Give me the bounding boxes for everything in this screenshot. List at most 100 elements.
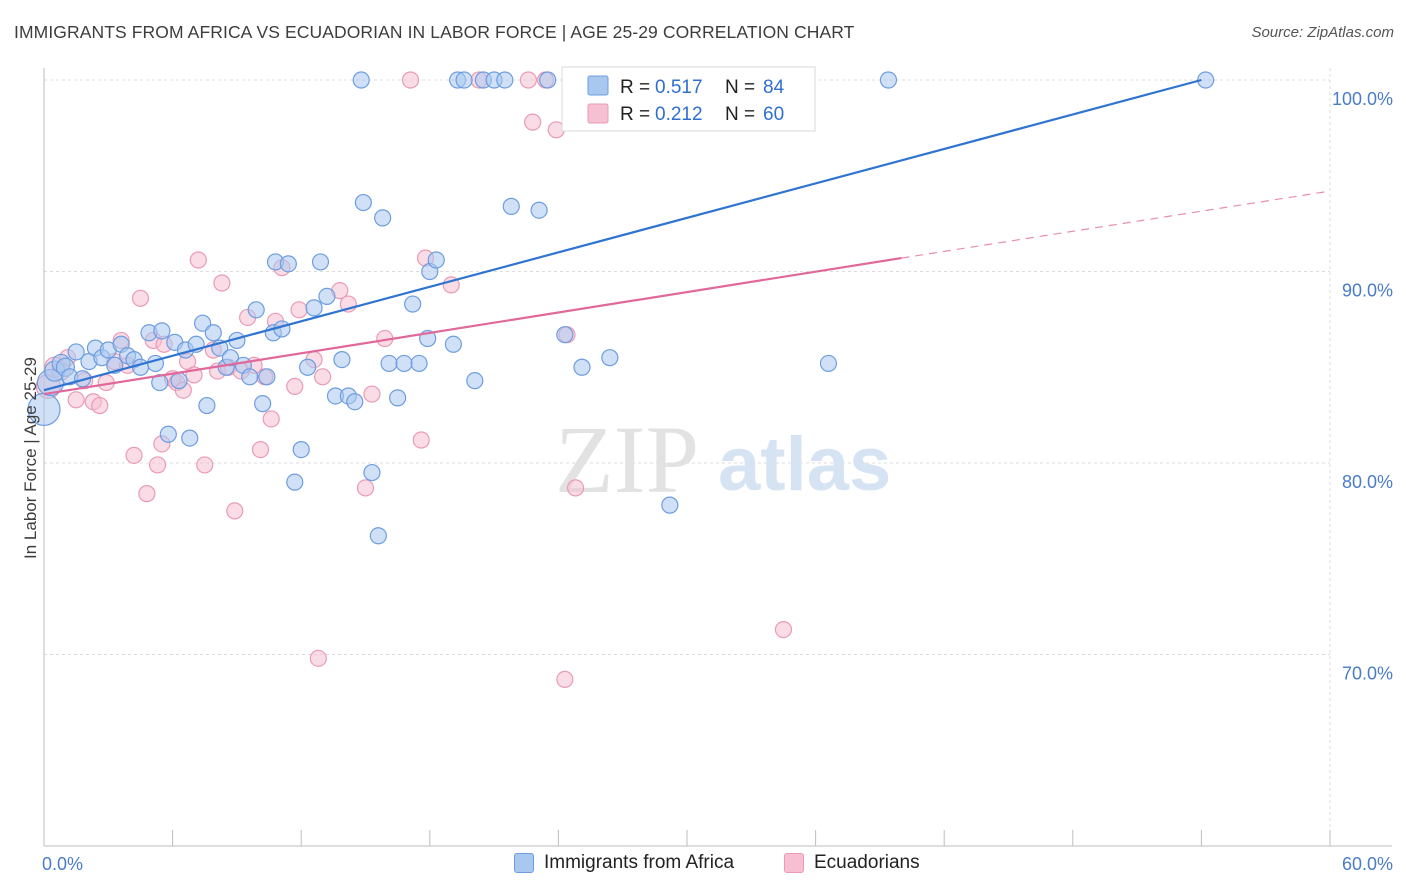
africa-point — [153, 322, 171, 340]
africa-point — [311, 253, 330, 271]
ecuadorians-point — [566, 479, 585, 497]
series-legend: Immigrants from Africa Ecuadorians — [0, 852, 1406, 878]
ecuadorians-point — [213, 274, 231, 292]
africa-point — [254, 395, 272, 413]
africa-point — [305, 299, 323, 317]
africa-point — [204, 324, 222, 342]
legend-label-ecuadorians: Ecuadorians — [814, 852, 920, 873]
africa-point — [318, 287, 336, 305]
ecuadorians-point — [412, 431, 430, 449]
ecuadorians-point — [125, 446, 143, 464]
ecuadorians-point — [290, 301, 308, 319]
africa-point — [389, 389, 407, 407]
ecuadorians-point — [67, 391, 85, 409]
africa-point — [502, 197, 520, 215]
ecuadorians-point — [314, 368, 332, 386]
y-axis-label: In Labor Force | Age 25-29 — [21, 357, 40, 559]
watermark-atlas: atlas — [718, 422, 891, 507]
africa-point — [530, 201, 548, 219]
y-tick-labels: 70.0% 80.0% 90.0% 100.0% — [1332, 89, 1393, 684]
ecuadorians-point — [189, 251, 207, 269]
africa-point — [292, 440, 310, 459]
africa-point — [159, 425, 177, 443]
trend-lines — [43, 78, 1331, 396]
legend-swatch-ecuadorians — [587, 103, 609, 124]
africa-point — [170, 372, 188, 390]
africa-point — [455, 71, 473, 89]
africa-point — [258, 368, 276, 386]
ecuadorians-point — [356, 479, 375, 497]
africa-point — [466, 372, 484, 390]
africa-point — [879, 71, 898, 89]
africa-point — [556, 326, 574, 344]
africa-point — [198, 396, 216, 415]
legend-n-label-ecuadorians: N = — [725, 104, 755, 125]
ecuadorians-points — [35, 71, 793, 688]
ecuadorians-point — [286, 377, 304, 395]
africa-point — [67, 343, 85, 361]
ecuadorians-point — [251, 440, 270, 459]
watermark: ZIP atlas — [555, 406, 891, 513]
ecuadorians-point — [148, 456, 167, 474]
africa-point — [395, 354, 413, 373]
legend-swatch-africa-bottom — [514, 853, 534, 873]
ecuadorians-point — [131, 289, 150, 307]
africa-point — [496, 71, 514, 89]
ecuadorians-point — [519, 71, 537, 89]
ecuadorians-point — [401, 71, 420, 89]
africa-point — [352, 71, 370, 89]
x-tick-label-min: 0.0% — [42, 854, 83, 874]
ecuadorians-point — [363, 385, 381, 403]
ecuadorians-trend-line — [43, 257, 902, 396]
legend-item-africa: Immigrants from Africa — [514, 852, 734, 874]
legend-r-value-africa: 0.517 — [655, 77, 703, 98]
legend-label-africa: Immigrants from Africa — [544, 852, 735, 873]
legend-n-label-africa: N = — [725, 77, 755, 98]
ecuadorians-point — [556, 670, 574, 688]
africa-point — [380, 354, 398, 373]
africa-point — [539, 71, 557, 89]
africa-point — [299, 358, 317, 376]
africa-point — [601, 349, 619, 367]
africa-point — [427, 251, 445, 269]
africa-point — [181, 429, 199, 447]
x-tick-label-max: 60.0% — [1342, 854, 1393, 874]
y-tick-label: 90.0% — [1342, 281, 1393, 301]
y-tick-label: 80.0% — [1342, 472, 1393, 492]
y-tick-label: 100.0% — [1332, 89, 1393, 109]
legend-item-ecuadorians: Ecuadorians — [784, 852, 920, 874]
legend-r-label-ecuadorians: R = — [620, 104, 650, 125]
africa-point — [333, 350, 351, 369]
legend-r-label-africa: R = — [620, 77, 650, 98]
africa-point — [573, 358, 591, 376]
africa-point — [444, 335, 462, 353]
legend-n-value-africa: 84 — [763, 77, 785, 98]
africa-point — [279, 255, 297, 273]
africa-point — [241, 368, 259, 386]
ecuadorians-point — [262, 410, 280, 428]
axes — [43, 68, 1392, 847]
ecuadorians-point — [91, 396, 109, 415]
legend-swatch-africa — [587, 75, 609, 96]
africa-point — [819, 354, 838, 373]
africa-point — [363, 463, 381, 482]
stats-legend: R = 0.517 N = 84 R = 0.212 N = 60 — [561, 66, 816, 132]
africa-point — [286, 473, 304, 491]
legend-r-value-ecuadorians: 0.212 — [655, 104, 703, 125]
africa-point — [221, 349, 240, 367]
africa-point — [369, 527, 387, 545]
africa-point — [410, 354, 428, 373]
africa-trend-line — [43, 78, 1202, 392]
source-credit: Source: ZipAtlas.com — [1251, 24, 1394, 41]
africa-point — [194, 314, 212, 332]
watermark-zip: ZIP — [555, 406, 699, 513]
africa-point — [374, 209, 392, 227]
africa-point — [354, 193, 372, 212]
x-tick-labels: 0.0% 60.0% — [42, 854, 1393, 874]
ecuadorians-point — [196, 456, 214, 474]
ecuadorians-trend-extension — [901, 190, 1331, 259]
ecuadorians-point — [524, 113, 542, 131]
ecuadorians-point — [226, 502, 244, 520]
africa-point — [661, 496, 679, 514]
